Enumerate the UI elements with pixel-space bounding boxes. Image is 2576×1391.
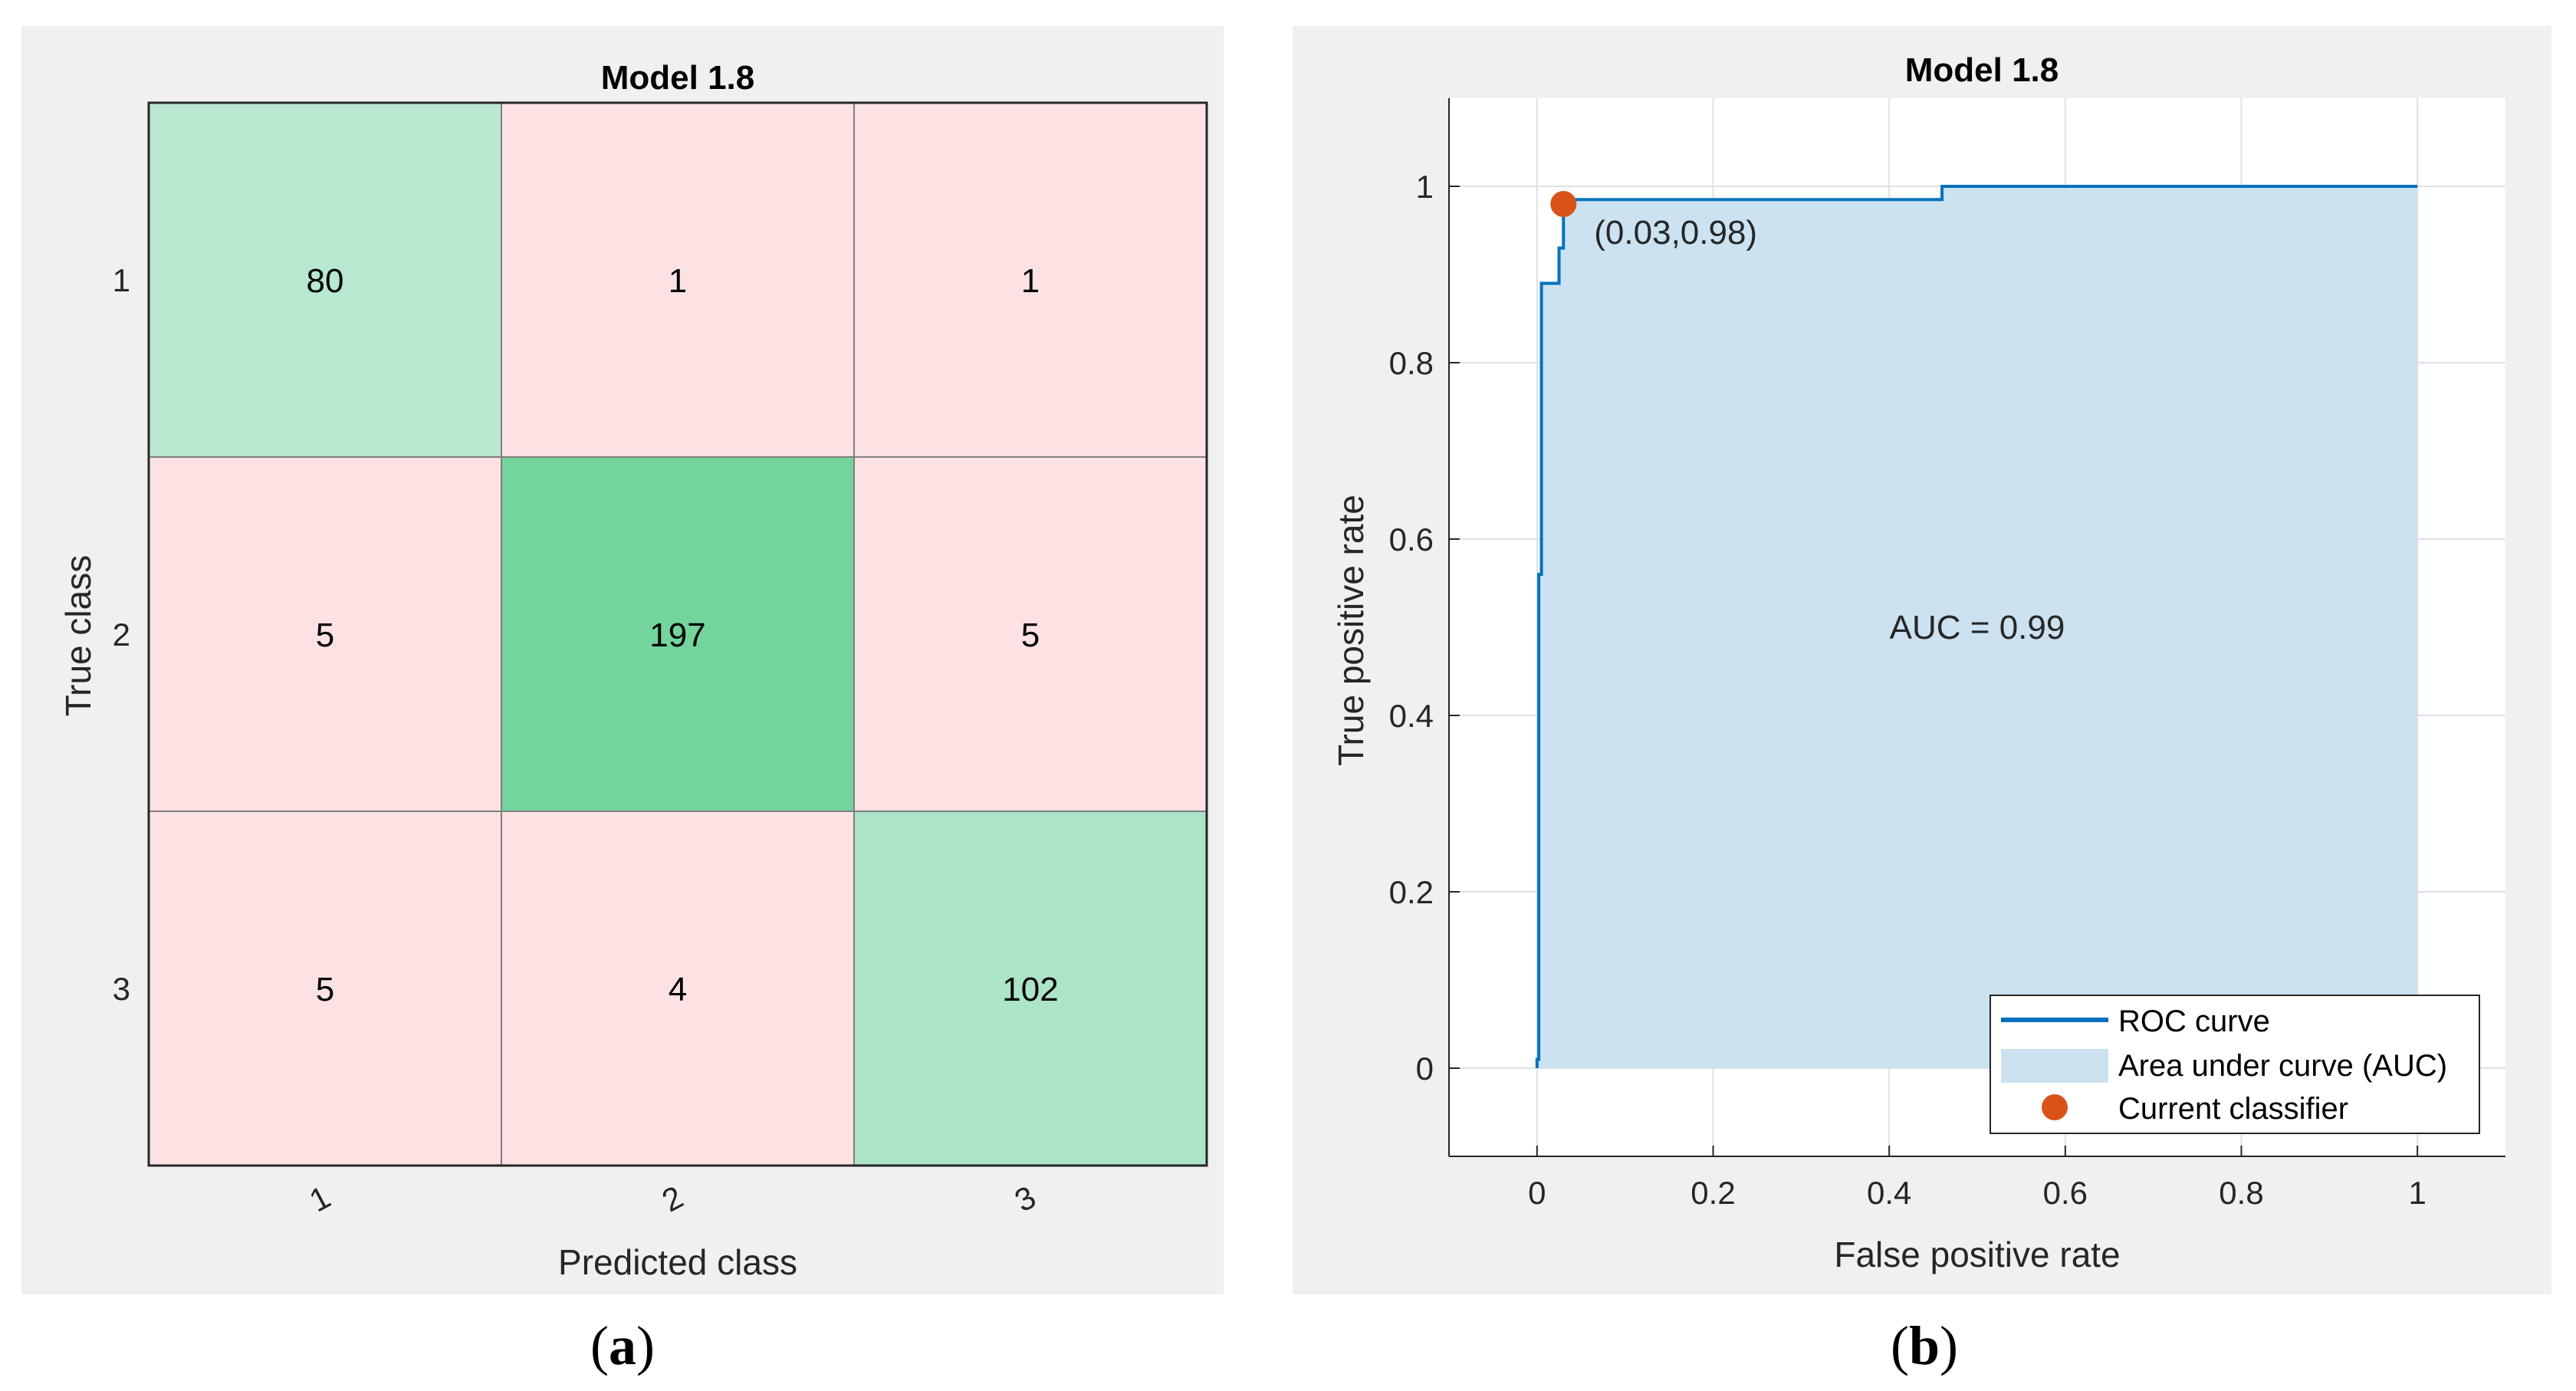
- legend-point-label: Current classifier: [2118, 1092, 2348, 1126]
- y-tick-label-4: 0.8: [1389, 345, 1434, 381]
- cm-value-r1-c3: 1: [1021, 262, 1040, 300]
- cm-xtick-2: 2: [656, 1179, 689, 1218]
- confusion-matrix-panel: Model 1.8 80 1 1 5 197 5 5 4 102 1 2 3 1 2 3 Predicte…: [21, 26, 1224, 1294]
- caption-b-letter: b: [1908, 1315, 1940, 1376]
- x-tick-label-0: 0: [1528, 1175, 1546, 1211]
- legend-roc-label: ROC curve: [2118, 1005, 2270, 1038]
- roc-panel: Model 1.8 (0.03,0.98) AUC = 0.99 0 0.2 0.4…: [1293, 26, 2551, 1294]
- current-classifier-marker: [1550, 191, 1577, 217]
- y-tick-label-3: 0.6: [1389, 521, 1434, 557]
- y-tick-label-5: 1: [1416, 169, 1434, 205]
- roc-chart: Model 1.8 (0.03,0.98) AUC = 0.99 0 0.2 0.4…: [1331, 51, 2505, 1274]
- y-tick-label-2: 0.4: [1389, 698, 1434, 734]
- cm-cell-r2-c1: [148, 456, 502, 812]
- cm-value-r1-c1: 80: [307, 262, 344, 300]
- cm-value-r2-c1: 5: [316, 617, 334, 654]
- roc-xlabel: False positive rate: [1834, 1235, 2120, 1274]
- cm-xtick-3: 3: [1009, 1179, 1042, 1218]
- cm-xtick-1: 1: [304, 1179, 337, 1218]
- cm-title: Model 1.8: [601, 59, 755, 97]
- x-tick-label-2: 0.4: [1867, 1175, 1911, 1211]
- cm-value-r2-c2: 197: [649, 617, 705, 654]
- y-tick-label-0: 0: [1416, 1051, 1434, 1087]
- auc-area: [1536, 186, 2418, 1068]
- x-tick-label-5: 1: [2408, 1175, 2426, 1211]
- cm-ytick-2: 2: [113, 617, 130, 653]
- cm-value-r3-c3: 102: [1002, 971, 1058, 1008]
- legend-area-swatch: [2001, 1049, 2108, 1083]
- cm-cell-r1-c1: [148, 102, 502, 458]
- roc-title: Model 1.8: [1905, 51, 2059, 89]
- roc-ylabel: True positive rate: [1331, 495, 1371, 766]
- legend-point-swatch: [2042, 1094, 2068, 1120]
- confusion-matrix-chart: Model 1.8 80 1 1 5 197 5 5 4 102 1 2 3 1 2 3 Predicte…: [58, 59, 1208, 1282]
- cm-value-r2-c3: 5: [1021, 617, 1040, 654]
- cm-value-r1-c2: 1: [669, 262, 687, 300]
- cm-ylabel: True class: [58, 555, 98, 716]
- cm-xlabel: Predicted class: [558, 1242, 797, 1282]
- caption-b: (b): [1890, 1315, 1958, 1376]
- cm-border: [147, 101, 1208, 1167]
- cm-cell-r2-c2: [501, 456, 855, 812]
- x-tick-label-1: 0.2: [1691, 1175, 1735, 1211]
- auc-label: AUC = 0.99: [1890, 609, 2065, 646]
- cm-cell-r3-c2: [501, 811, 855, 1166]
- x-tick-label-3: 0.6: [2043, 1175, 2088, 1211]
- caption-a-letter: a: [609, 1315, 636, 1376]
- roc-curve: [1535, 185, 2418, 1068]
- caption-a: (a): [590, 1315, 655, 1376]
- legend-area-label: Area under curve (AUC): [2118, 1049, 2447, 1083]
- x-tick-label-4: 0.8: [2219, 1175, 2263, 1211]
- cm-cell-r3-c1: [148, 811, 502, 1166]
- cm-cell-r2-c3: [853, 456, 1208, 812]
- legend: ROC curve Area under curve (AUC) Current…: [1990, 995, 2480, 1134]
- cm-value-r3-c2: 4: [669, 971, 687, 1008]
- cm-ytick-1: 1: [113, 262, 130, 298]
- y-tick-label-1: 0.2: [1389, 874, 1434, 910]
- cm-value-r3-c1: 5: [316, 971, 334, 1008]
- cm-ytick-3: 3: [113, 971, 130, 1007]
- cm-cell-r1-c2: [501, 102, 855, 458]
- operating-point-label: (0.03,0.98): [1594, 214, 1757, 252]
